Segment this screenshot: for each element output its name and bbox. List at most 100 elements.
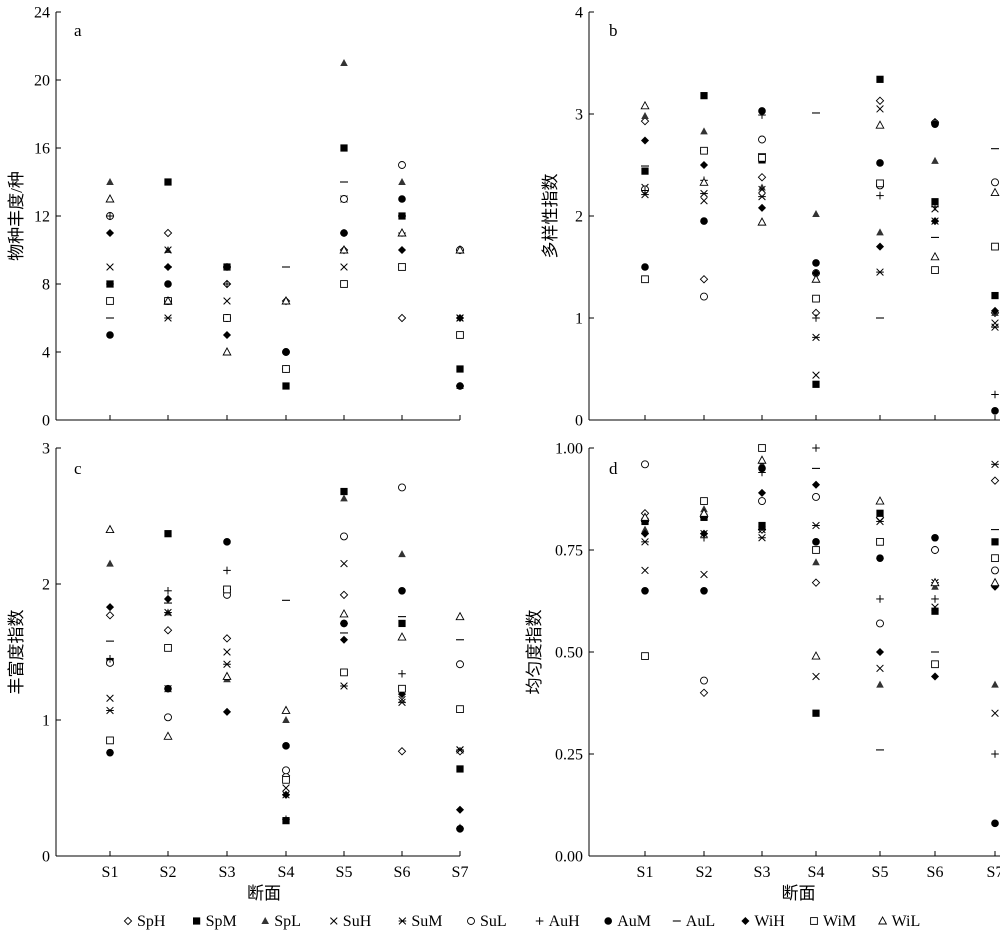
data-point-wil <box>990 577 1000 587</box>
data-point-sph <box>699 275 709 284</box>
legend-item-aum: AuM <box>604 913 651 930</box>
data-point-sul <box>282 766 290 775</box>
data-point-wil <box>281 296 291 305</box>
x-tick-label: S1 <box>102 864 119 881</box>
data-point-wil <box>930 577 940 587</box>
legend-label: WiM <box>823 913 856 930</box>
data-point-suh <box>641 566 649 575</box>
data-point-wih <box>990 306 1000 315</box>
data-point-spm <box>876 509 884 517</box>
data-point-aum <box>758 107 766 115</box>
data-point-wil <box>455 611 465 621</box>
legend-item-sum: SuM <box>398 913 443 930</box>
data-point-wih <box>757 203 767 212</box>
data-point-auh <box>223 566 231 575</box>
x-tick-label: S6 <box>394 864 411 881</box>
x-axis-label: 断面 <box>247 884 281 903</box>
data-point-wil <box>222 671 232 680</box>
y-tick-label: 3 <box>575 107 583 124</box>
data-point-wih <box>699 160 709 170</box>
data-point-sph <box>455 747 465 756</box>
data-point-wim <box>991 242 999 251</box>
y-tick-label: 1 <box>575 311 583 328</box>
data-point-spm <box>164 178 172 186</box>
data-point-suh <box>282 784 290 792</box>
data-point-wil <box>875 496 885 505</box>
x-tick-label: S3 <box>219 864 236 881</box>
data-point-suh <box>700 570 708 579</box>
data-point-wim <box>758 154 766 162</box>
data-point-aum <box>398 587 406 595</box>
data-point-wil <box>105 524 115 534</box>
data-point-spl <box>398 178 406 185</box>
data-point-wim <box>700 497 708 505</box>
y-tick-label: 20 <box>34 73 50 90</box>
data-point-wil <box>811 274 821 283</box>
data-point-spl <box>340 494 348 502</box>
legend-marker <box>193 917 201 925</box>
data-point-sul <box>398 161 406 169</box>
data-point-sul <box>340 195 348 203</box>
y-tick-label: 0.75 <box>555 543 583 560</box>
data-point-auh <box>398 669 406 678</box>
data-point-wil <box>990 187 1000 196</box>
data-point-sul <box>398 483 406 492</box>
data-point-wih <box>455 805 465 814</box>
data-point-wim <box>812 294 820 303</box>
data-point-aum <box>641 263 649 271</box>
data-point-spl <box>641 525 649 533</box>
data-point-spm <box>456 765 464 773</box>
legend-marker <box>604 917 612 925</box>
x-tick-label: S2 <box>696 864 713 881</box>
y-axis-label: 均匀度指数 <box>525 610 544 695</box>
data-point-suh <box>106 694 114 702</box>
data-point-wil <box>875 120 885 129</box>
data-point-wil <box>811 651 821 660</box>
x-tick-label: S6 <box>927 864 944 881</box>
data-point-spl <box>812 558 820 566</box>
y-tick-label: 0.25 <box>555 747 583 764</box>
data-point-sul <box>700 676 708 685</box>
data-point-wih <box>875 242 885 251</box>
data-point-sum <box>398 698 406 707</box>
data-point-spl <box>106 559 114 567</box>
data-point-sum <box>812 333 820 342</box>
data-point-sul <box>931 546 939 554</box>
data-point-spl <box>931 156 939 164</box>
data-point-spl <box>758 183 766 191</box>
data-point-wil <box>105 194 115 203</box>
data-point-aum <box>223 538 231 546</box>
data-point-wih <box>281 790 291 799</box>
legend-item-sph: SpH <box>123 913 166 930</box>
data-point-auh <box>991 750 999 758</box>
data-point-spl <box>876 680 884 688</box>
data-point-wih <box>105 603 115 612</box>
data-point-sph <box>640 116 650 126</box>
data-point-sph <box>811 578 821 587</box>
chart-panel-b: 0 1 2 3 4 b 多样性指数 <box>541 5 1000 430</box>
legend-label: SuH <box>343 913 372 930</box>
data-point-sum <box>340 682 348 690</box>
data-point-sul <box>641 460 649 469</box>
data-point-wim <box>223 585 231 594</box>
data-point-wim <box>931 266 939 274</box>
y-tick-label: 24 <box>34 5 50 22</box>
data-point-spl <box>282 716 290 723</box>
data-point-sum <box>991 460 999 469</box>
data-point-auh <box>641 186 649 195</box>
data-point-sul <box>758 135 766 144</box>
data-point-wil <box>281 705 291 714</box>
data-point-wim <box>106 297 114 305</box>
data-point-spm <box>931 607 939 615</box>
data-point-wil <box>757 455 767 464</box>
data-point-spl <box>931 582 939 590</box>
data-point-spl <box>812 209 820 217</box>
data-point-wil <box>397 632 407 641</box>
legend-marker <box>261 917 269 924</box>
data-point-wil <box>640 512 650 521</box>
x-axis-label: 断面 <box>782 884 816 903</box>
panel-label: c <box>74 459 82 478</box>
data-point-wih <box>222 707 232 716</box>
data-point-spm <box>991 538 999 546</box>
